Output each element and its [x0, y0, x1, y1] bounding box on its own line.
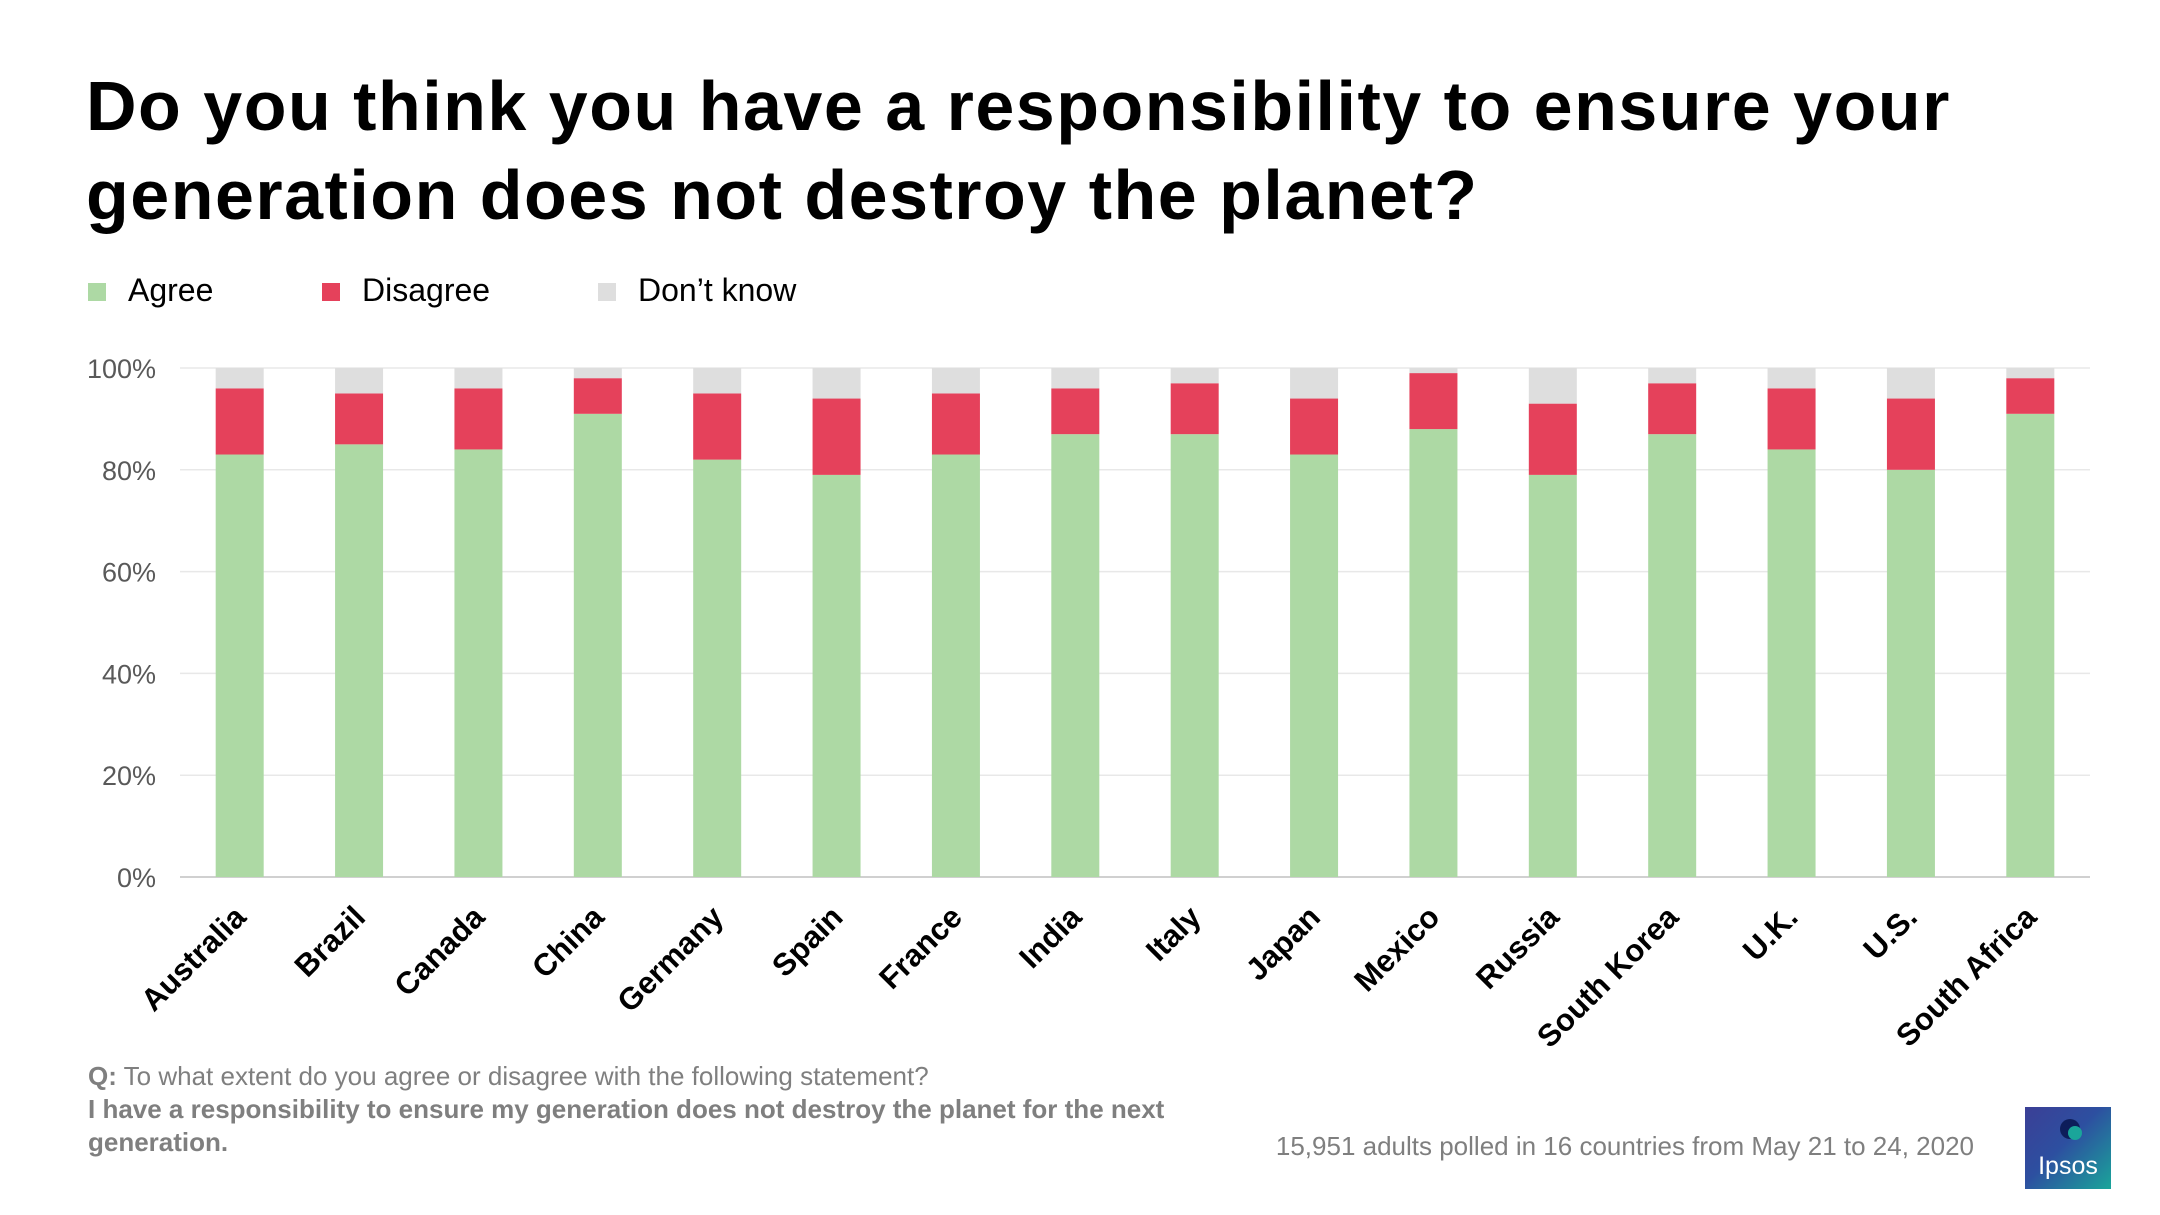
y-tick-label: 100%: [87, 354, 156, 384]
x-tick-label: U.S.: [1857, 899, 1924, 966]
bar-segment-don-t-know: [1290, 368, 1339, 399]
x-tick-label: China: [525, 899, 611, 985]
x-tick-label: Canada: [387, 899, 491, 1003]
x-tick-label: Italy: [1139, 899, 1208, 968]
bar-segment-agree: [573, 413, 622, 877]
bar-segment-disagree: [1886, 398, 1935, 470]
legend-label-dont-know: Don’t know: [638, 272, 797, 308]
legend-swatch-dont-know: [598, 283, 616, 301]
bar-segment-disagree: [693, 393, 742, 460]
x-tick-label: Russia: [1469, 899, 1566, 996]
legend-label-disagree: Disagree: [362, 272, 491, 308]
bar-segment-agree: [2006, 413, 2055, 877]
x-tick-label: India: [1012, 899, 1088, 975]
bar-segment-disagree: [931, 393, 980, 455]
bar-segment-don-t-know: [1528, 368, 1577, 404]
bar-segment-don-t-know: [812, 368, 861, 399]
bar-segment-don-t-know: [931, 368, 980, 394]
x-tick-label: Mexico: [1347, 899, 1446, 998]
y-tick-label: 40%: [102, 659, 156, 689]
x-tick-label: Japan: [1239, 899, 1327, 987]
bar-segment-disagree: [1170, 383, 1219, 435]
y-tick-label: 60%: [102, 558, 156, 588]
bar-segment-disagree: [1290, 398, 1339, 455]
bar-segment-disagree: [1051, 388, 1100, 435]
bar-segment-don-t-know: [454, 368, 503, 389]
bar-segment-disagree: [335, 393, 384, 445]
y-tick-label: 20%: [102, 761, 156, 791]
source-note: 15,951 adults polled in 16 countries fro…: [1275, 1131, 1974, 1161]
footnote: Q: To what extent do you agree or disagr…: [88, 1060, 1168, 1159]
bar-segment-don-t-know: [1170, 368, 1219, 384]
bar-segment-disagree: [2006, 378, 2055, 414]
legend-swatch-agree: [88, 283, 106, 301]
bar-segment-agree: [1528, 474, 1577, 877]
bar-segment-disagree: [573, 378, 622, 414]
x-tick-label: U.K.: [1736, 899, 1805, 968]
bar-segment-agree: [454, 449, 503, 877]
legend-label-agree: Agree: [128, 272, 214, 308]
bar-segment-don-t-know: [693, 368, 742, 394]
bar-segment-agree: [1170, 434, 1219, 877]
footnote-q-label: Q:: [88, 1061, 117, 1091]
bar-segment-don-t-know: [1767, 368, 1816, 389]
bar-segment-agree: [693, 459, 742, 877]
legend-swatch-disagree: [322, 283, 340, 301]
x-tick-label: Australia: [134, 899, 253, 1018]
chart-title: Do you think you have a responsibility t…: [86, 67, 1951, 234]
bar-segment-agree: [1886, 469, 1935, 877]
bar-segment-agree: [931, 454, 980, 877]
x-tick-label: Brazil: [288, 899, 372, 983]
bar-segment-don-t-know: [335, 368, 384, 394]
bar-segment-disagree: [215, 388, 264, 455]
bar-segment-disagree: [1648, 383, 1697, 435]
bar-segment-agree: [1290, 454, 1339, 877]
x-tick-label: Germany: [610, 899, 730, 1019]
bar-segment-disagree: [1767, 388, 1816, 450]
x-tick-label: Spain: [765, 899, 849, 983]
bar-segment-disagree: [454, 388, 503, 450]
footnote-question: To what extent do you agree or disagree …: [123, 1061, 929, 1091]
bar-segment-agree: [1409, 429, 1458, 877]
bar-segment-disagree: [1409, 373, 1458, 430]
ipsos-logo-icon: [2060, 1119, 2082, 1140]
bar-segment-don-t-know: [215, 368, 264, 389]
bar-segment-disagree: [812, 398, 861, 475]
y-tick-label: 80%: [102, 456, 156, 486]
bar-segment-don-t-know: [1886, 368, 1935, 399]
y-tick-label: 0%: [117, 863, 156, 893]
bar-segment-agree: [812, 474, 861, 877]
bar-segment-don-t-know: [2006, 368, 2055, 379]
bar-segment-don-t-know: [1409, 368, 1458, 374]
ipsos-logo: Ipsos: [2025, 1107, 2111, 1189]
x-tick-label: France: [872, 899, 969, 996]
bar-segment-agree: [215, 454, 264, 877]
bar-segment-agree: [1051, 434, 1100, 877]
bar-segment-don-t-know: [573, 368, 622, 379]
bar-segment-don-t-know: [1648, 368, 1697, 384]
bar-segment-agree: [1767, 449, 1816, 877]
bar-segment-agree: [1648, 434, 1697, 877]
footnote-statement: I have a responsibility to ensure my gen…: [88, 1094, 1165, 1157]
logo-text: Ipsos: [2038, 1152, 2098, 1180]
stacked-bar-chart: 0% 20% 40% 60% 80% 100% Australia Brazil Canada C…: [87, 354, 2090, 1054]
bar-segment-don-t-know: [1051, 368, 1100, 389]
bar-segment-agree: [335, 444, 384, 877]
bar-segment-disagree: [1528, 403, 1577, 475]
